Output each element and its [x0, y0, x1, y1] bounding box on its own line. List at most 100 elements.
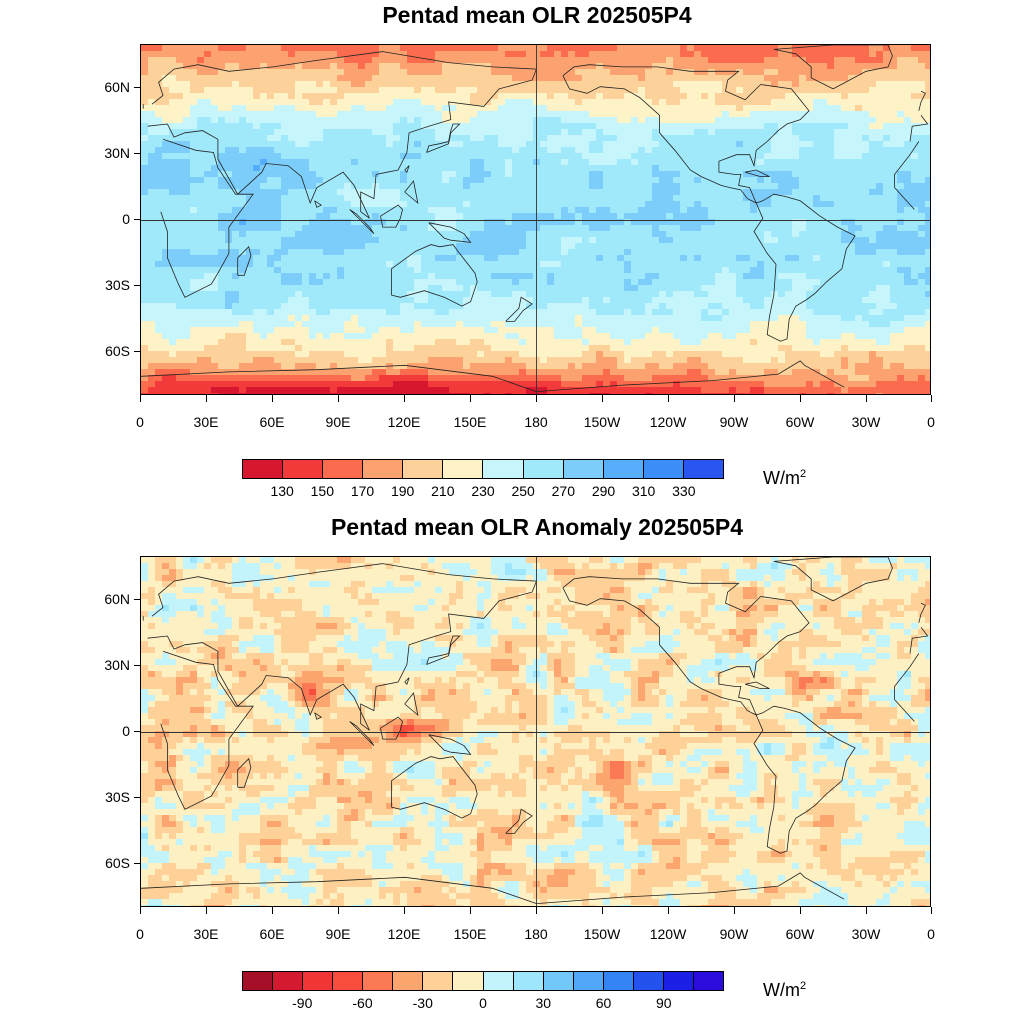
lon-tick-mark — [800, 907, 801, 914]
colorbar-tick-label: 170 — [350, 483, 375, 499]
lon-tick-label: 0 — [927, 926, 935, 942]
lon-tick-mark — [931, 907, 932, 914]
colorbar-tick-label: 60 — [595, 995, 612, 1011]
colorbar-tick-label: -60 — [352, 995, 373, 1011]
colorbar-tick-label: 290 — [591, 483, 616, 499]
coastlines — [141, 557, 929, 904]
lon-tick-label: 0 — [136, 926, 144, 942]
colorbar-swatch — [283, 460, 324, 478]
lat-tick-label: 30S — [105, 277, 130, 293]
lon-tick-mark — [734, 907, 735, 914]
lat-tick-mark — [134, 219, 140, 220]
colorbar-tick-label: 230 — [471, 483, 495, 499]
olr-anomaly-map-plot — [141, 557, 930, 906]
lat-tick-mark — [134, 599, 140, 600]
lon-tick-label: 120E — [387, 414, 421, 430]
field-cells — [141, 557, 930, 906]
colorbar-tick-label: 250 — [511, 483, 535, 499]
lon-tick-mark — [866, 395, 867, 402]
lon-tick-mark — [272, 395, 273, 402]
panel-title: Pentad mean OLR Anomaly 202505P4 — [330, 514, 744, 540]
olr-anomaly-panel: Pentad mean OLR Anomaly 202505P4 60N 30N 0… — [0, 512, 1024, 1024]
colorbar-tick-label: 310 — [631, 483, 656, 499]
lon-tick-mark — [536, 907, 537, 914]
lat-tick-mark — [134, 87, 140, 88]
lon-tick-mark — [931, 395, 932, 402]
lon-tick-label: 120W — [649, 414, 687, 430]
lon-tick-label: 60W — [785, 926, 815, 942]
colorbar-swatch — [363, 460, 404, 478]
lat-tick-mark — [134, 285, 140, 286]
colorbar-swatch — [323, 460, 364, 478]
olr-mean-map-plot — [141, 45, 930, 394]
colorbar-swatch — [603, 972, 634, 990]
colorbar-tick-label: 150 — [310, 483, 335, 499]
colorbar-swatch — [273, 972, 304, 990]
colorbar-swatch — [683, 460, 723, 478]
colorbar-unit: W/m2 — [763, 980, 807, 1000]
lat-tick-mark — [134, 665, 140, 666]
colorbar-swatch — [483, 460, 524, 478]
lon-tick-label: 180 — [524, 926, 548, 942]
lon-tick-label: 150E — [453, 414, 487, 430]
lon-tick-mark — [404, 907, 405, 914]
lat-tick-mark — [134, 153, 140, 154]
colorbar-tick-label: 270 — [551, 483, 576, 499]
lon-tick-label: 90E — [325, 414, 351, 430]
colorbar-tick-label: 130 — [270, 483, 294, 499]
colorbar-tick-label: -30 — [412, 995, 433, 1011]
lon-tick-mark — [470, 907, 471, 914]
lon-tick-mark — [602, 395, 603, 402]
lon-tick-mark — [404, 395, 405, 402]
lon-tick-label: 30E — [193, 414, 219, 430]
colorbar-swatch — [483, 972, 514, 990]
colorbar-tick-label: -90 — [292, 995, 313, 1011]
colorbar-swatch — [603, 460, 644, 478]
lon-tick-label: 30W — [851, 926, 881, 942]
lat-tick-mark — [134, 731, 140, 732]
colorbar-swatch — [693, 972, 723, 990]
colorbar-swatch — [443, 460, 484, 478]
lon-tick-mark — [140, 907, 141, 914]
colorbar-swatch — [563, 460, 604, 478]
olr-anomaly-map — [140, 556, 931, 907]
lon-tick-label: 120W — [649, 926, 687, 942]
lat-tick-label: 0 — [122, 723, 130, 739]
colorbar-tick-label: 90 — [655, 995, 672, 1011]
colorbar-swatch — [663, 972, 694, 990]
colorbar-swatch — [523, 460, 564, 478]
lon-tick-label: 60E — [259, 414, 285, 430]
colorbar-swatch — [633, 972, 664, 990]
colorbar-tick-label: 210 — [431, 483, 455, 499]
lon-tick-mark — [866, 907, 867, 914]
colorbar-swatch — [243, 460, 284, 478]
lat-tick-label: 60S — [105, 855, 130, 871]
lat-tick-label: 0 — [122, 211, 130, 227]
panel-title: Pentad mean OLR 202505P4 — [382, 2, 692, 28]
colorbar-swatch — [643, 460, 684, 478]
lon-tick-mark — [602, 907, 603, 914]
lat-tick-label: 30N — [104, 145, 130, 161]
lon-tick-label: 120E — [387, 926, 421, 942]
field-cells — [141, 45, 930, 394]
colorbar-tick-label: 0 — [479, 995, 487, 1011]
colorbar — [242, 459, 724, 479]
lon-tick-mark — [206, 395, 207, 402]
coastlines — [141, 45, 929, 392]
colorbar-swatch — [393, 972, 424, 990]
lon-tick-mark — [272, 907, 273, 914]
lon-tick-label: 30E — [193, 926, 219, 942]
lon-tick-mark — [338, 907, 339, 914]
lon-tick-mark — [800, 395, 801, 402]
colorbar-swatch — [543, 972, 574, 990]
lat-tick-mark — [134, 863, 140, 864]
colorbar — [242, 971, 724, 991]
lon-tick-mark — [668, 907, 669, 914]
colorbar-swatch — [303, 972, 334, 990]
colorbar-swatch — [333, 972, 364, 990]
lon-tick-label: 150E — [453, 926, 487, 942]
colorbar-swatch — [403, 460, 444, 478]
lat-tick-label: 60N — [104, 79, 130, 95]
lon-tick-label: 150W — [583, 926, 621, 942]
colorbar-tick-label: 30 — [535, 995, 552, 1011]
